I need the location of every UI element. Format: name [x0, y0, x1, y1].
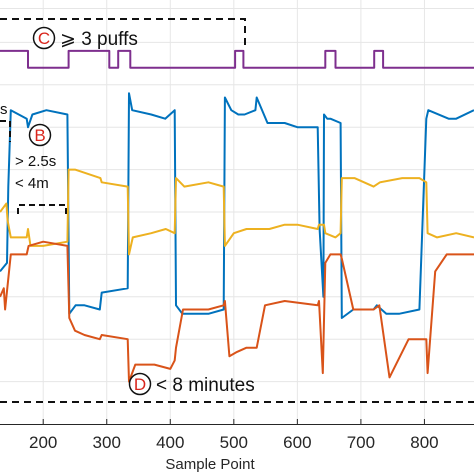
annotation-d-letter: D [134, 375, 146, 394]
annotation-c-bracket [0, 18, 246, 50]
x-tick-label-600: 600 [283, 433, 311, 452]
series-line-purple [0, 49, 474, 69]
x-tick-label-500: 500 [220, 433, 248, 452]
annotation-b-circle [28, 123, 52, 147]
annotation-d-circle [128, 372, 152, 396]
series-line-yellow [0, 168, 474, 256]
annotation-b: B > 2.5s < 4m [15, 123, 67, 214]
x-tick-label-300: 300 [93, 433, 121, 452]
annotation-b-letter: B [34, 126, 45, 145]
annotation-c: C ⩾ 3 puffs [0, 18, 246, 50]
annotation-d: D < 8 minutes [0, 372, 474, 403]
annotation-b-line2: < 4m [15, 175, 49, 192]
annotation-left: s [0, 101, 11, 142]
grid-lines [0, 0, 474, 424]
x-tick-label-400: 400 [156, 433, 184, 452]
series-lines [0, 49, 474, 383]
annotation-b-bracket [17, 204, 67, 214]
annotation-d-text: < 8 minutes [156, 375, 255, 396]
x-tick-label-200: 200 [29, 433, 57, 452]
annotation-c-text: ⩾ 3 puffs [60, 29, 138, 50]
series-line-orange [0, 240, 474, 383]
x-tick-label-800: 800 [410, 433, 438, 452]
x-tick-label-700: 700 [347, 433, 375, 452]
x-axis-label: Sample Point [165, 456, 255, 473]
annotation-left-text: s [0, 101, 8, 118]
annotation-c-letter: C [38, 29, 50, 48]
annotation-b-line1: > 2.5s [15, 153, 56, 170]
annotation-c-circle [32, 26, 56, 50]
x-axis-ticks: 200 300 400 500 600 700 800 [29, 419, 439, 452]
annotation-left-bracket [0, 120, 11, 142]
